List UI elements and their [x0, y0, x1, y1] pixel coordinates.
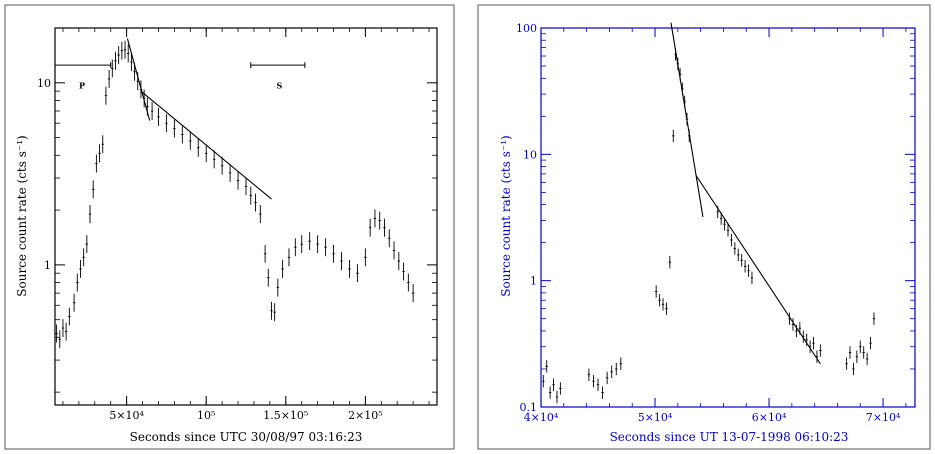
left-x-tick-label: 2×10⁵ [348, 409, 383, 422]
right-chart: 4×10⁴ 5×10⁴ 6×10⁴ 7×10⁴ 0.1 1 10 100 Seconds si… [477, 4, 931, 450]
left-chart-marks: 5×10⁴ 10⁵ 1.5×10⁵ 2×10⁵ 1 10 P S [37, 27, 437, 422]
left-x-tick-label: 5×10⁴ [109, 409, 144, 422]
left-fit-line [126, 38, 151, 121]
left-x-tick-label: 10⁵ [197, 409, 215, 422]
left-x-tick-label: 1.5×10⁵ [263, 409, 308, 422]
left-y-tick-label: 1 [44, 259, 51, 272]
right-x-axis-label: Seconds since UT 13-07-1998 06:10:23 [610, 430, 849, 444]
right-x-tick-label: 4×10⁴ [524, 411, 559, 424]
right-plot-area [540, 27, 916, 408]
left-annotation-label: P [79, 81, 85, 91]
right-x-tick-label: 6×10⁴ [752, 411, 787, 424]
right-chart-outer-border [477, 4, 931, 450]
right-fit-line [695, 175, 821, 365]
left-fit-line [140, 90, 272, 200]
right-y-tick-label: 1 [530, 275, 537, 288]
right-x-tick-label: 7×10⁴ [866, 411, 901, 424]
left-y-tick-label: 10 [37, 77, 51, 90]
right-y-tick-label: 100 [516, 22, 537, 35]
left-plot-area [54, 27, 438, 406]
right-y-tick-label: 0.1 [520, 401, 538, 414]
right-y-tick-label: 10 [523, 148, 537, 161]
left-chart-outer-border [4, 4, 455, 450]
right-y-axis-label: Source count rate (cts s⁻¹) [499, 135, 513, 296]
left-y-axis-label: Source count rate (cts s⁻¹) [15, 135, 29, 296]
left-x-axis-label: Seconds since UTC 30/08/97 03:16:23 [130, 430, 363, 444]
left-chart: 5×10⁴ 10⁵ 1.5×10⁵ 2×10⁵ 1 10 P S Seconds since … [4, 4, 455, 450]
right-fit-line [670, 22, 704, 217]
left-annotation-label: S [277, 81, 283, 91]
right-chart-marks: 4×10⁴ 5×10⁴ 6×10⁴ 7×10⁴ 0.1 1 10 100 [516, 22, 915, 424]
right-x-tick-label: 5×10⁴ [638, 411, 673, 424]
